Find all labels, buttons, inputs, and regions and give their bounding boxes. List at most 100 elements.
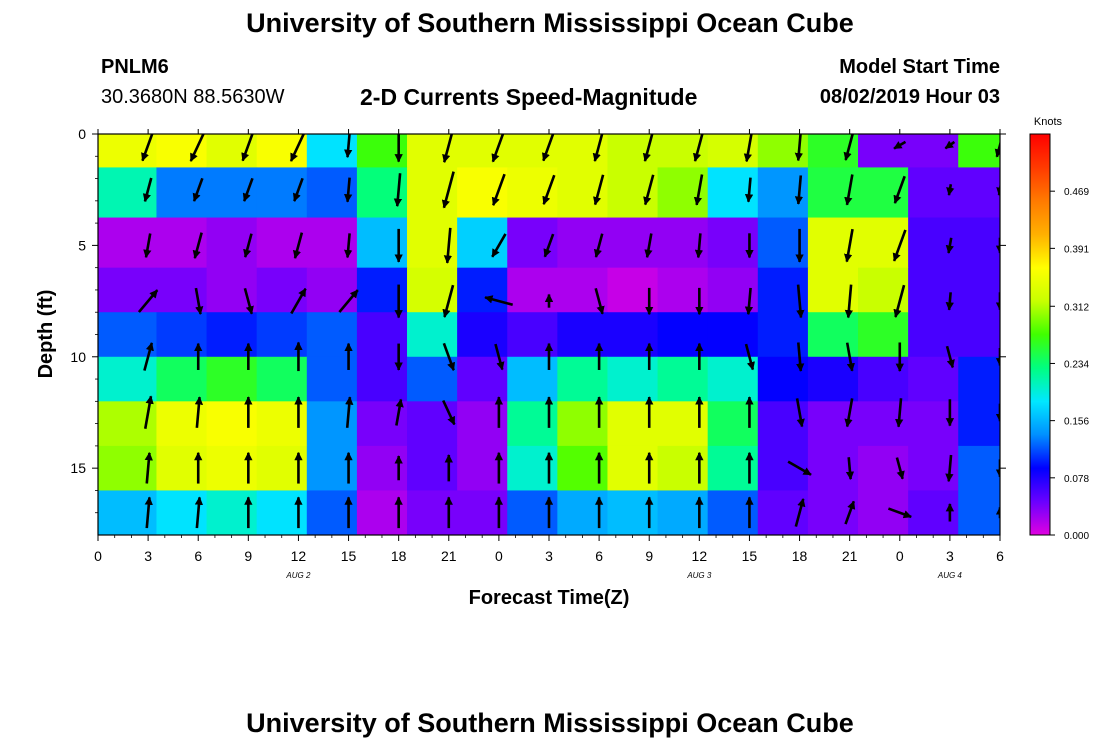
x-tick-label: 9 xyxy=(645,548,653,564)
current-vector-arrow xyxy=(744,343,755,371)
heatmap-cell xyxy=(507,445,558,492)
heatmap-cell xyxy=(356,445,408,492)
current-vector-arrow xyxy=(494,343,505,371)
heatmap-cell xyxy=(98,134,158,169)
current-vector-arrow xyxy=(491,233,507,258)
current-vectors xyxy=(137,134,1000,529)
current-vector-arrow xyxy=(693,174,704,206)
heatmap-cell xyxy=(356,267,408,313)
heatmap-cell xyxy=(557,356,609,402)
heatmap-cell xyxy=(807,490,859,535)
current-vector-arrow xyxy=(895,457,905,480)
heatmap-cell xyxy=(356,312,408,358)
heatmap-cell xyxy=(98,356,158,402)
current-vector-arrow xyxy=(144,451,153,484)
heatmap-cell xyxy=(557,401,609,447)
x-tick-label: 6 xyxy=(194,548,202,564)
y-axis-title: Depth (ft) xyxy=(35,290,57,379)
footer-title: University of Southern Mississippi Ocean… xyxy=(246,708,854,738)
heatmap-cell xyxy=(908,401,959,447)
current-vector-arrow xyxy=(290,287,307,315)
heatmap-cell xyxy=(256,445,308,492)
heatmap-cell xyxy=(958,134,1000,169)
page-title: University of Southern Mississippi Ocean… xyxy=(246,8,854,38)
heatmap-cell xyxy=(757,217,809,269)
current-vector-arrow xyxy=(442,399,456,426)
x-tick-label: 0 xyxy=(495,548,503,564)
current-vector-arrow xyxy=(491,173,506,206)
current-vector-arrow xyxy=(893,284,906,318)
date-label: AUG 2 xyxy=(285,571,311,580)
heatmap-cell xyxy=(757,167,809,219)
heatmap-cell xyxy=(958,312,1000,358)
heatmap-cell xyxy=(407,401,458,447)
heatmap-cell xyxy=(306,490,358,535)
x-tick-label: 21 xyxy=(441,548,457,564)
colorbar-tick-label: 0.234 xyxy=(1064,359,1089,370)
heatmap-cell xyxy=(958,167,1000,219)
x-tick-label: 21 xyxy=(842,548,858,564)
heatmap-cell xyxy=(958,267,1000,313)
current-vector-arrow xyxy=(796,342,805,372)
heatmap-cell xyxy=(908,267,959,313)
current-vector-arrow xyxy=(442,342,456,371)
current-vector-arrow xyxy=(795,398,805,428)
x-tick-label: 15 xyxy=(341,548,357,564)
current-vector-arrow xyxy=(945,454,954,483)
current-vector-arrow xyxy=(744,177,754,203)
heatmap-cell xyxy=(206,490,258,535)
heatmap-cell xyxy=(807,445,859,492)
current-vector-arrow xyxy=(243,287,254,315)
heatmap-cell xyxy=(958,401,1000,447)
heatmap-cell xyxy=(457,267,508,313)
current-vector-arrow xyxy=(344,233,353,259)
heatmap-cell xyxy=(306,267,358,313)
heatmap-cell xyxy=(98,312,158,358)
date-label: AUG 4 xyxy=(937,571,963,580)
heatmap-cell xyxy=(98,267,158,313)
heatmap-cell xyxy=(306,356,358,402)
current-vector-arrow xyxy=(338,289,359,313)
x-tick-label: 18 xyxy=(792,548,808,564)
heatmap-cell xyxy=(807,312,859,358)
heatmap-cell xyxy=(507,267,558,313)
x-tick-label: 0 xyxy=(94,548,102,564)
x-axis: 0 3 6 9 12 15 18 21 0 3 6 9 12 15 18 21 0 3 6 xyxy=(94,129,1004,564)
heatmap-cell xyxy=(407,167,458,219)
x-tick-label: 0 xyxy=(896,548,904,564)
heatmap-cell xyxy=(607,356,659,402)
date-label: AUG 3 xyxy=(686,571,712,580)
current-vector-arrow xyxy=(845,342,855,372)
heatmap-cell xyxy=(156,356,208,402)
heatmap-cell xyxy=(757,312,809,358)
heatmap-cell xyxy=(206,134,258,169)
current-vector-arrow xyxy=(292,177,304,202)
heatmap-cell xyxy=(507,490,558,535)
heatmap-cell xyxy=(908,445,959,492)
date-labels: AUG 2 AUG 3 AUG 4 xyxy=(285,571,962,580)
y-axis: 0 5 10 15 xyxy=(70,126,1006,514)
heatmap-cell xyxy=(707,445,759,492)
current-vector-arrow xyxy=(945,292,954,311)
colorbar-gradient xyxy=(1029,133,1051,536)
station-id: PNLM6 xyxy=(101,56,169,78)
current-vector-arrow xyxy=(844,174,854,206)
current-vector-arrow xyxy=(844,228,854,263)
heatmap-cell xyxy=(407,312,458,358)
current-vector-arrow xyxy=(344,134,353,159)
heatmap-cell xyxy=(958,490,1000,535)
current-vector-arrow xyxy=(137,289,159,313)
current-vector-arrow xyxy=(543,233,555,258)
heatmap-cell xyxy=(457,167,508,219)
heatmap-cell xyxy=(858,167,909,219)
heatmap-cell xyxy=(457,134,508,169)
heatmap-cell xyxy=(557,445,609,492)
heatmap-cell xyxy=(457,312,508,358)
current-vector-arrow xyxy=(441,171,455,209)
heatmap-cell xyxy=(256,401,308,447)
current-vector-arrow xyxy=(945,237,954,254)
current-vector-arrow xyxy=(143,233,152,259)
x-tick-label: 15 xyxy=(742,548,758,564)
heatmap-cell xyxy=(407,267,458,313)
